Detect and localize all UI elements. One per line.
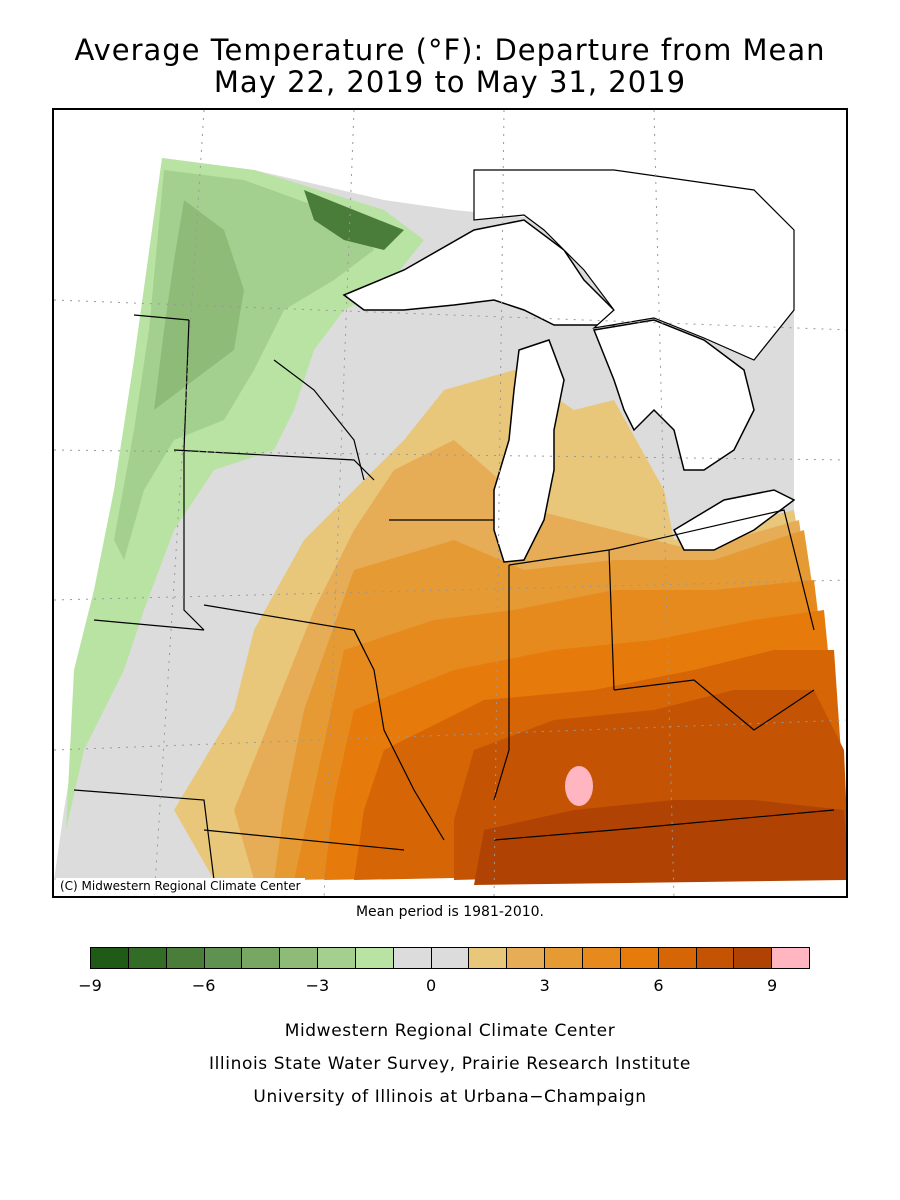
legend-swatch	[545, 948, 583, 968]
lake-michigan	[493, 339, 565, 563]
legend-swatch	[469, 948, 508, 968]
legend-swatch	[696, 948, 735, 968]
legend-swatch	[204, 948, 243, 968]
warm-region-8	[474, 800, 846, 885]
legend-tick-label: 0	[425, 976, 437, 995]
state-boundaries	[73, 314, 835, 881]
legend-tick-label: 3	[539, 976, 550, 995]
temperature-departure-map: (C) Midwestern Regional Climate Center	[52, 108, 848, 898]
upper-peninsula-michigan-land	[473, 169, 795, 361]
legend-swatch	[431, 948, 470, 968]
legend-swatch	[166, 948, 205, 968]
legend-tick-label: 9	[767, 976, 778, 995]
warm-peak-spot	[565, 766, 593, 806]
legend-swatch	[658, 948, 697, 968]
legend-swatch	[128, 948, 167, 968]
legend-swatch	[734, 948, 773, 968]
map-canvas	[54, 110, 846, 896]
legend-swatch	[772, 948, 810, 968]
legend-swatch	[280, 948, 319, 968]
legend-swatch	[355, 948, 394, 968]
legend-swatch	[393, 948, 432, 968]
map-date-range: May 22, 2019 to May 31, 2019	[213, 65, 687, 99]
mean-period-note: Mean period is 1981-2010.	[355, 904, 545, 920]
legend-tick-label: 6	[653, 976, 664, 995]
map-credit: (C) Midwestern Regional Climate Center	[56, 878, 305, 894]
legend-tick-label: −9	[78, 976, 102, 995]
color-scale-legend	[90, 947, 810, 969]
footer-survey: Illinois State Water Survey, Prairie Res…	[209, 1054, 691, 1074]
map-title: Average Temperature (°F): Departure from…	[74, 33, 826, 67]
lake-huron	[592, 319, 755, 471]
legend-swatch	[318, 948, 356, 968]
cool-region-arrowhead	[304, 190, 404, 250]
footer-org: Midwestern Regional Climate Center	[284, 1021, 616, 1041]
legend-tick-label: −3	[305, 976, 330, 995]
legend-tick-label: −6	[191, 976, 216, 995]
lake-erie	[673, 489, 796, 551]
legend-swatch	[620, 948, 659, 968]
legend-swatch	[91, 948, 129, 968]
footer-university: University of Illinois at Urbana−Champai…	[253, 1087, 647, 1107]
legend-swatch	[242, 948, 281, 968]
legend-swatch	[507, 948, 546, 968]
legend-swatch	[582, 948, 621, 968]
